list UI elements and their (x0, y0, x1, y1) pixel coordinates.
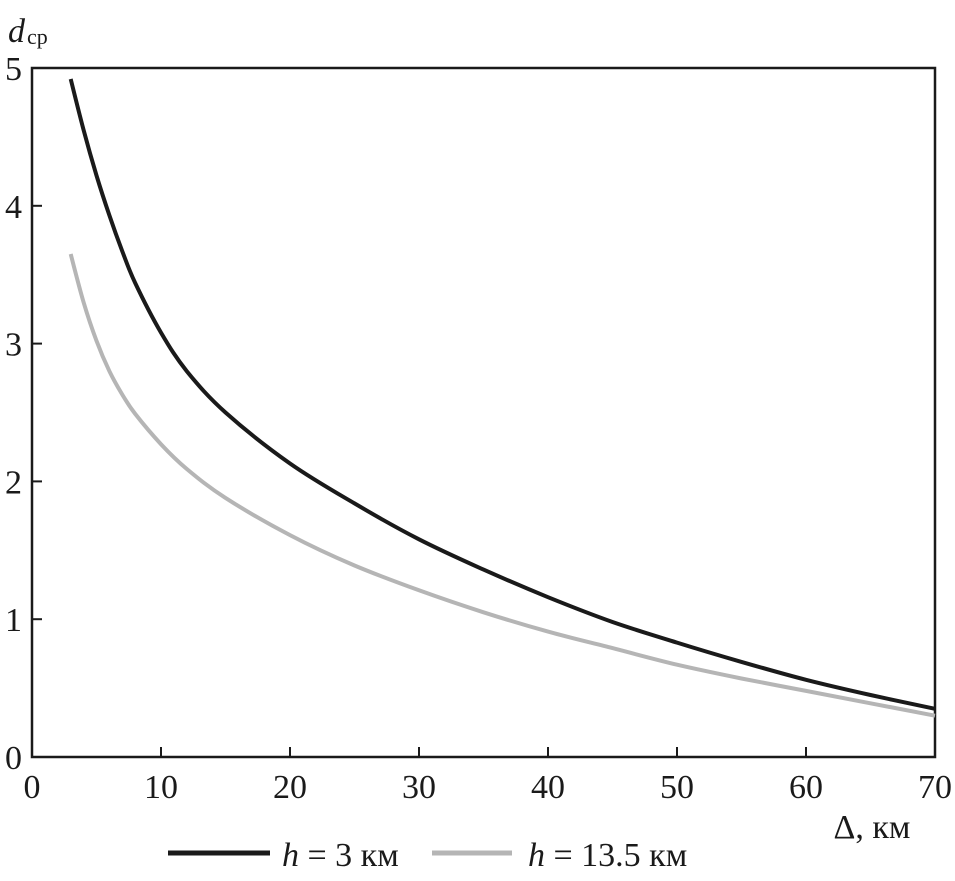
series-line-h-13-5 (68, 253, 936, 718)
plot-frame (30, 66, 937, 759)
x-tick-label: 20 (273, 769, 307, 806)
x-tick-label: 30 (402, 769, 436, 806)
x-tick-label: 60 (789, 769, 823, 806)
legend-label: h = 3 км (282, 837, 399, 874)
y-tick-label: 2 (5, 464, 22, 501)
x-tick-label: 10 (144, 769, 178, 806)
x-tick-label: 70 (918, 769, 952, 806)
y-axis-title: d ср (8, 13, 48, 50)
x-tick-label: 50 (660, 769, 694, 806)
y-tick-label: 0 (5, 740, 22, 777)
y-tick-label: 3 (5, 327, 22, 364)
x-axis-title: Δ, км (834, 809, 911, 846)
legend: h = 3 км h = 13.5 км (168, 837, 687, 874)
y-tick-label: 1 (5, 602, 22, 639)
x-tick-label: 40 (531, 769, 565, 806)
y-axis-title-main: d (8, 13, 26, 50)
legend-label: h = 13.5 км (528, 837, 687, 874)
y-tick-label: 4 (5, 189, 22, 226)
plot-area: 0 10 20 30 40 50 60 70 0 1 2 3 4 5 (5, 51, 952, 806)
x-tick-label: 0 (24, 769, 41, 806)
legend-label-value: = 3 км (299, 837, 399, 874)
y-tick-label: 5 (5, 51, 22, 88)
series-line-h-3 (68, 78, 936, 711)
legend-label-variable: h (282, 837, 299, 874)
y-axis-title-subscript: ср (27, 24, 48, 49)
legend-label-variable: h (528, 837, 545, 874)
legend-label-value: = 13.5 км (545, 837, 687, 874)
